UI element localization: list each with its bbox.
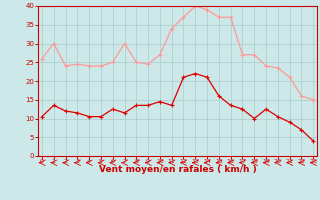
X-axis label: Vent moyen/en rafales ( km/h ): Vent moyen/en rafales ( km/h ) xyxy=(99,165,256,174)
